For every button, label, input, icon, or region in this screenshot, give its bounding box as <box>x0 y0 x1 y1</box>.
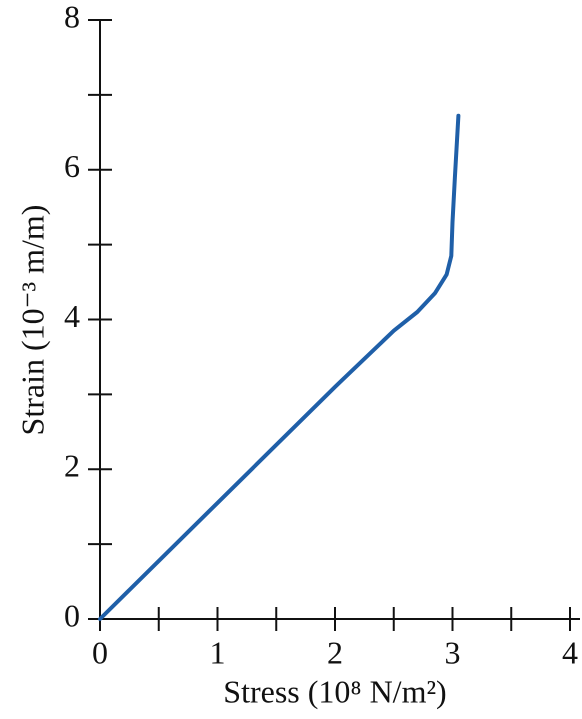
x-tick-label: 4 <box>562 634 578 670</box>
x-axis-title: Stress (10⁸ N/m²) <box>223 673 446 709</box>
y-tick-label: 4 <box>64 298 80 334</box>
x-tick-label: 1 <box>210 634 226 670</box>
x-tick-label: 2 <box>327 634 343 670</box>
data-line <box>98 113 461 621</box>
y-axis-title: Strain (10⁻³ m/m) <box>14 205 50 436</box>
y-tick-label: 6 <box>64 148 80 184</box>
y-tick-label: 2 <box>64 448 80 484</box>
x-tick-label: 0 <box>92 634 108 670</box>
y-tick-label: 8 <box>64 0 80 34</box>
y-tick-label: 0 <box>64 597 80 633</box>
x-tick-label: 3 <box>445 634 461 670</box>
